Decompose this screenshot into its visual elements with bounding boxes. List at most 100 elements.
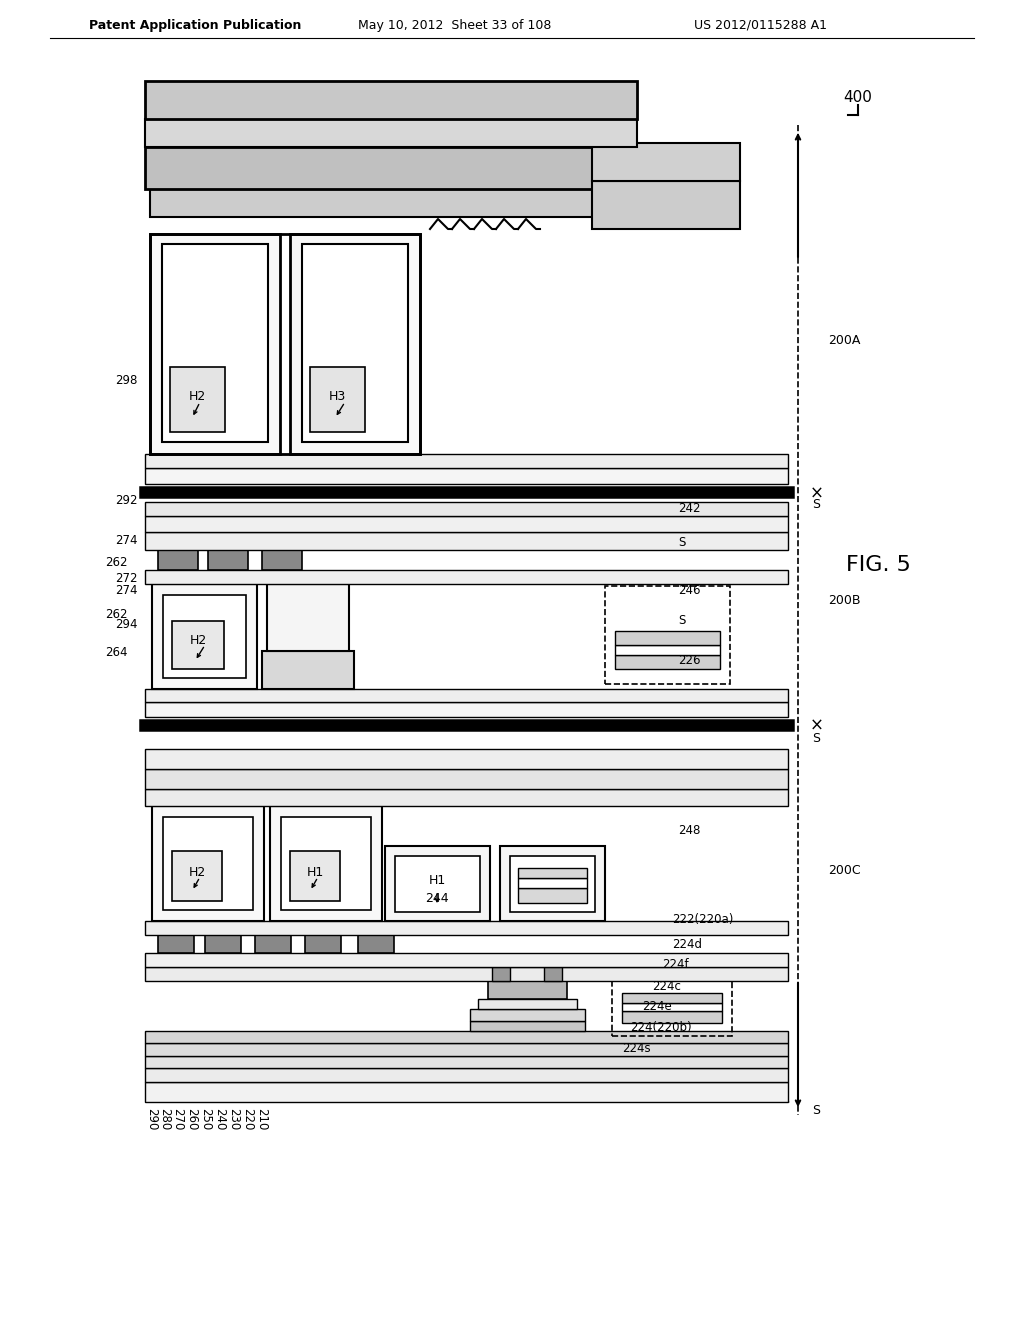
Text: S: S (812, 731, 820, 744)
Bar (548, 1008, 566, 1016)
Bar (145, 119, 637, 147)
Text: 224(220b): 224(220b) (630, 1022, 691, 1035)
Bar (145, 953, 788, 968)
Bar (470, 1008, 585, 1020)
Bar (592, 181, 740, 228)
Text: ×: × (810, 484, 824, 503)
Bar (150, 234, 420, 454)
Bar (622, 1003, 722, 1011)
Text: 200C: 200C (828, 863, 860, 876)
Text: 200A: 200A (828, 334, 860, 346)
Bar (518, 888, 587, 903)
Bar (170, 367, 225, 432)
Bar (395, 855, 480, 912)
Bar (145, 921, 788, 935)
Text: 224s: 224s (622, 1041, 650, 1055)
Text: H1: H1 (306, 866, 324, 879)
Bar (302, 244, 408, 442)
Bar (145, 502, 788, 516)
Bar (622, 1011, 722, 1023)
Bar (145, 516, 788, 532)
Bar (615, 655, 720, 669)
Bar (510, 855, 595, 912)
Bar (267, 583, 349, 651)
Bar (145, 1068, 788, 1082)
Text: 244: 244 (425, 892, 449, 906)
Bar (152, 583, 257, 689)
Bar (145, 748, 788, 770)
Bar (488, 1008, 506, 1016)
Text: 224d: 224d (672, 939, 702, 952)
Text: 260: 260 (185, 1107, 199, 1130)
Text: 226: 226 (678, 653, 700, 667)
Bar (163, 817, 253, 909)
Bar (290, 851, 340, 902)
Bar (152, 807, 264, 921)
Text: 298: 298 (116, 374, 138, 387)
Text: S: S (812, 499, 820, 511)
Bar (305, 935, 341, 953)
Bar (290, 234, 420, 454)
Text: 250: 250 (200, 1107, 213, 1130)
Text: 262: 262 (105, 609, 128, 622)
Bar (622, 993, 722, 1003)
Text: 224f: 224f (662, 958, 688, 972)
Bar (158, 550, 198, 570)
Text: 246: 246 (678, 583, 700, 597)
Bar (615, 631, 720, 645)
Text: ×: × (810, 717, 824, 735)
Text: 240: 240 (213, 1107, 226, 1130)
Text: 294: 294 (116, 619, 138, 631)
Bar (163, 595, 246, 678)
Text: H1: H1 (428, 874, 445, 887)
Bar (538, 1016, 575, 1031)
Bar (145, 689, 788, 702)
Bar (615, 645, 720, 655)
Text: 222(220a): 222(220a) (672, 913, 733, 927)
Bar (145, 454, 788, 469)
Text: 230: 230 (227, 1107, 241, 1130)
Bar (205, 935, 241, 953)
Text: Patent Application Publication: Patent Application Publication (89, 18, 301, 32)
Bar (150, 189, 605, 216)
Text: 274: 274 (116, 583, 138, 597)
Bar (145, 469, 788, 484)
Text: 210: 210 (256, 1107, 268, 1130)
Bar (385, 846, 490, 921)
Text: H2: H2 (188, 389, 206, 403)
Bar (145, 702, 788, 717)
Bar (145, 570, 788, 583)
Bar (145, 81, 637, 119)
Bar (478, 999, 577, 1008)
Bar (488, 981, 567, 999)
Text: 400: 400 (844, 91, 872, 106)
Bar (518, 869, 587, 878)
Text: 200B: 200B (828, 594, 860, 606)
Bar (612, 956, 732, 1036)
Bar (270, 807, 382, 921)
Bar (145, 532, 788, 550)
Bar (145, 1056, 788, 1068)
Text: S: S (812, 1104, 820, 1117)
Bar (145, 968, 788, 981)
Text: S: S (678, 614, 685, 627)
Bar (145, 770, 788, 789)
Bar (470, 1020, 585, 1031)
Text: 290: 290 (145, 1107, 159, 1130)
Bar (162, 244, 268, 442)
Text: US 2012/0115288 A1: US 2012/0115288 A1 (693, 18, 826, 32)
Text: 292: 292 (116, 494, 138, 507)
Bar (492, 968, 510, 981)
Bar (145, 1043, 788, 1056)
Text: 242: 242 (678, 502, 700, 515)
Text: 220: 220 (242, 1107, 255, 1130)
Text: 270: 270 (171, 1107, 184, 1130)
Text: 224c: 224c (652, 981, 681, 994)
Text: H2: H2 (188, 866, 206, 879)
Bar (478, 1016, 516, 1031)
Text: 264: 264 (105, 645, 128, 659)
Bar (172, 851, 222, 902)
Bar (281, 817, 371, 909)
Bar (605, 586, 730, 684)
Bar (145, 1031, 788, 1043)
